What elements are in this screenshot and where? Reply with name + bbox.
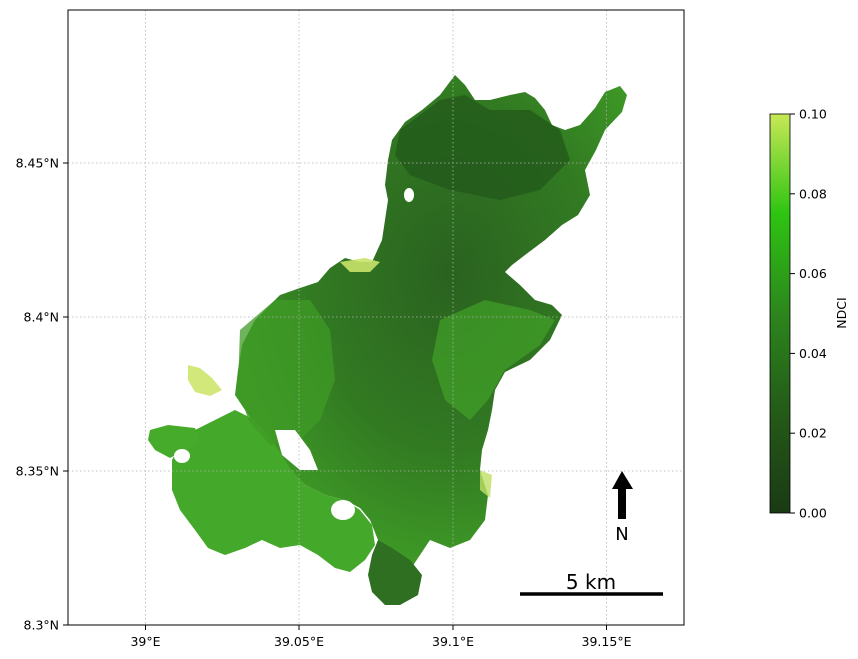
scale-bar-label: 5 km <box>566 570 616 594</box>
colorbar-tick-label: 0.00 <box>799 506 827 521</box>
island <box>404 188 414 202</box>
y-tick-marks <box>63 162 68 626</box>
y-tick-label: 8.35°N <box>16 464 59 479</box>
colorbar-tick-label: 0.10 <box>799 107 827 122</box>
island <box>331 500 355 520</box>
colorbar-tick-label: 0.02 <box>799 426 827 441</box>
colorbar-tick-label: 0.04 <box>799 346 827 361</box>
lake-central-bright <box>238 300 335 445</box>
y-tick-label: 8.3°N <box>24 618 59 633</box>
x-tick-label: 39.05°E <box>274 634 324 649</box>
y-tick-label: 8.45°N <box>16 156 59 171</box>
lake-east-fringe <box>432 300 555 420</box>
x-tick-label: 39.15°E <box>582 634 632 649</box>
colorbar-tick-label: 0.06 <box>799 266 827 281</box>
north-arrow-icon <box>612 471 633 519</box>
island <box>174 449 190 463</box>
colorbar-tick-label: 0.08 <box>799 186 827 201</box>
x-tick-label: 39°E <box>130 634 160 649</box>
bloom-edge <box>340 258 380 272</box>
lake-north-dark <box>395 95 570 200</box>
lake-west-inlet <box>148 425 200 458</box>
north-label: N <box>615 524 628 545</box>
x-tick-label: 39.1°E <box>432 634 474 649</box>
y-tick-label: 8.4°N <box>24 310 59 325</box>
lake-body <box>235 75 627 570</box>
bloom-edge-east <box>480 470 492 498</box>
bloom-patch <box>188 365 222 396</box>
x-tick-marks <box>145 625 607 630</box>
colorbar-label: NDCI <box>834 297 849 328</box>
colorbar-tick-marks <box>790 113 795 514</box>
island <box>275 430 318 470</box>
gridlines <box>68 10 684 625</box>
lake-ndci-raster <box>148 75 627 605</box>
lake-south-tip <box>368 540 422 605</box>
colorbar <box>770 114 790 513</box>
lake-south-lobe <box>172 410 375 572</box>
colorbar-frame <box>769 113 791 514</box>
